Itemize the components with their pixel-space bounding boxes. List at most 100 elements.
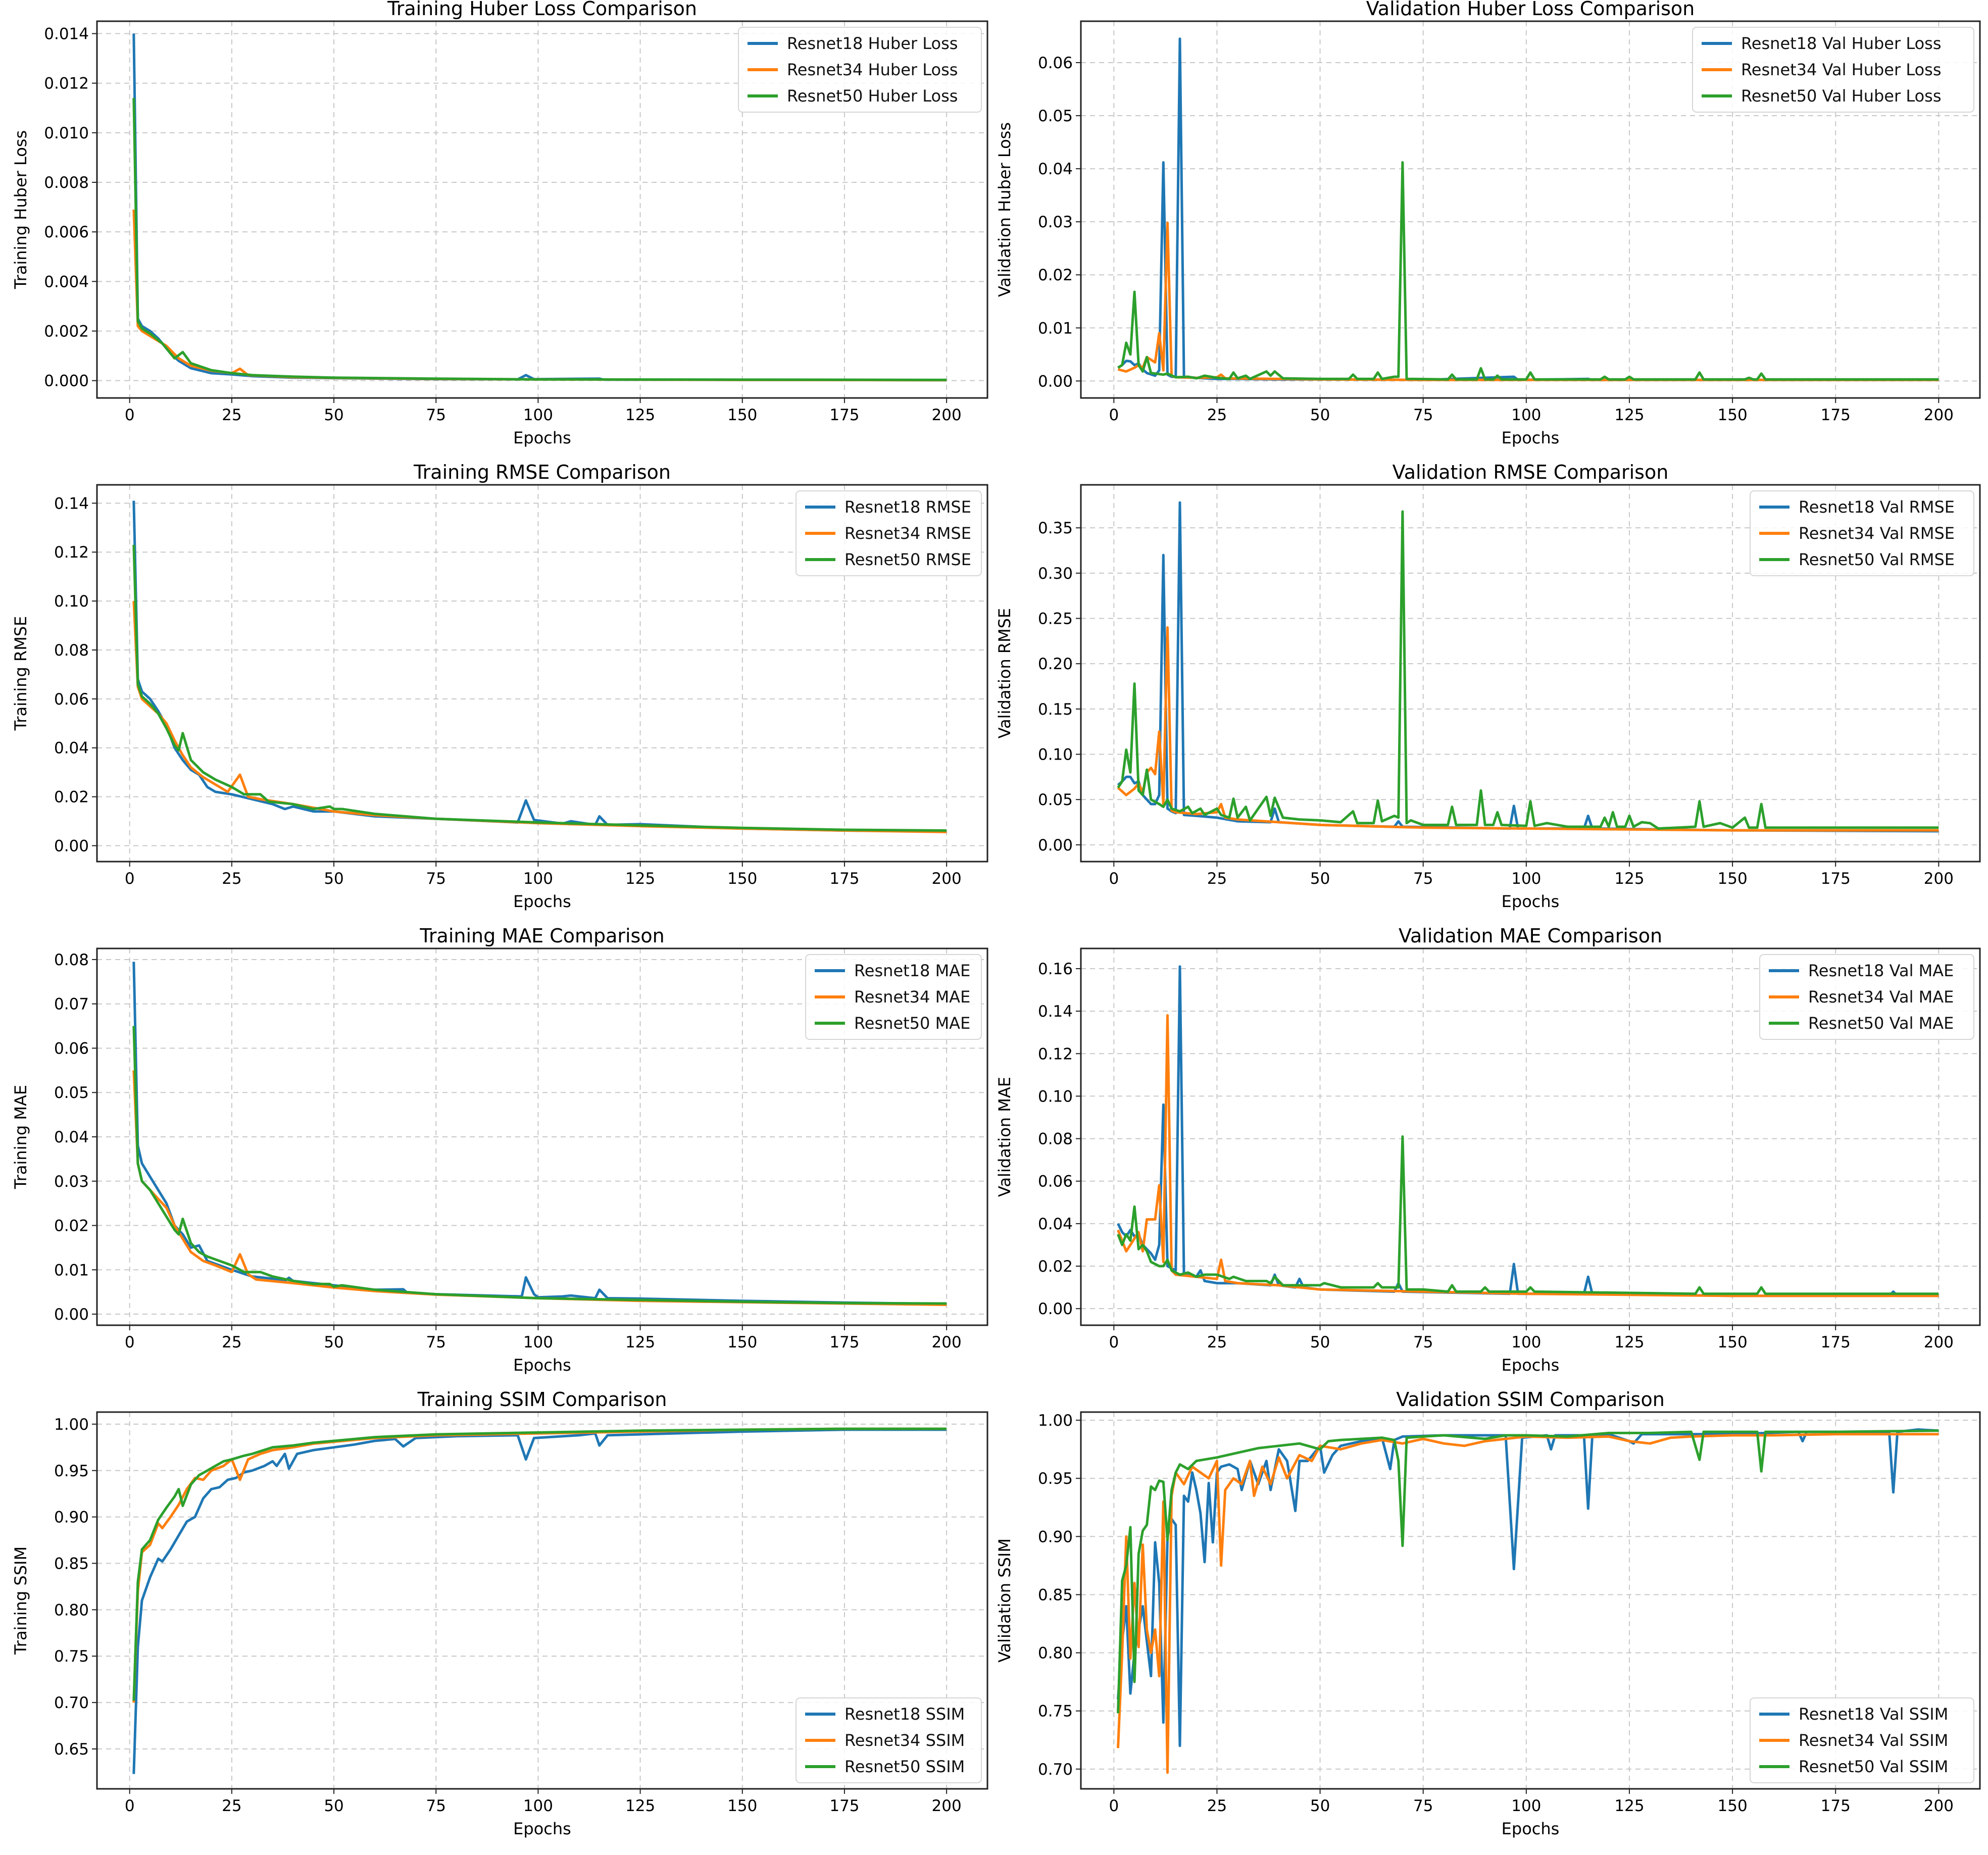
line-resnet34 [1117, 1433, 1939, 1774]
x-tick-label: 150 [1718, 1333, 1748, 1351]
x-axis-label: Epochs [1502, 1819, 1560, 1838]
legend-label: Resnet50 SSIM [844, 1757, 965, 1776]
x-axis-label: Epochs [1502, 1356, 1560, 1375]
y-tick-label: 1.00 [54, 1416, 89, 1434]
subplot-val-ssim: Validation SSIM Comparison 0 25 50 75 100 125 1… [994, 1391, 1988, 1854]
x-axis-label: Epochs [1502, 892, 1560, 911]
legend-label: Resnet18 Val Huber Loss [1741, 34, 1942, 53]
line-resnet34 [132, 600, 947, 833]
y-axis-label: Validation Huber Loss [995, 122, 1014, 297]
legend-label: Resnet50 Val SSIM [1799, 1757, 1948, 1776]
x-tick-label: 200 [1924, 1333, 1954, 1351]
y-tick-label: 0.05 [1038, 107, 1073, 125]
legend-label: Resnet50 Val Huber Loss [1741, 86, 1942, 106]
x-tick-label: 25 [222, 406, 241, 424]
x-tick-label: 200 [932, 1797, 962, 1815]
x-tick-label: 175 [1821, 870, 1851, 888]
x-tick-label: 100 [523, 870, 553, 888]
chart-title: Training SSIM Comparison [417, 1391, 667, 1411]
x-tick-label: 75 [426, 1797, 446, 1815]
x-tick-label: 200 [932, 1333, 962, 1351]
x-tick-label: 75 [1413, 1797, 1433, 1815]
x-tick-label: 100 [1511, 1333, 1541, 1351]
legend-label: Resnet50 Huber Loss [787, 86, 958, 106]
legend-label: Resnet18 Huber Loss [787, 34, 958, 53]
chart-title: Training Huber Loss Comparison [387, 0, 697, 20]
y-tick-label: 0.85 [54, 1555, 89, 1573]
legend-label: Resnet34 MAE [854, 987, 970, 1007]
x-axis-label: Epochs [513, 428, 571, 447]
x-tick-label: 100 [1511, 870, 1541, 888]
y-tick-label: 0.75 [1038, 1702, 1073, 1721]
y-tick-label: 0.05 [54, 1084, 89, 1102]
x-tick-label: 125 [625, 406, 655, 424]
y-tick-label: 0.14 [54, 494, 89, 513]
series-group [1117, 965, 1939, 1297]
y-tick-label: 0.04 [54, 739, 89, 758]
y-tick-label: 0.12 [54, 543, 89, 562]
x-tick-label: 175 [829, 1797, 859, 1815]
y-tick-label: 0.75 [54, 1647, 89, 1666]
y-axis-label: Validation MAE [995, 1077, 1014, 1197]
line-resnet18 [132, 1428, 947, 1774]
series-group [132, 962, 947, 1307]
y-tick-label: 0.95 [54, 1462, 89, 1480]
y-tick-label: 0.04 [54, 1128, 89, 1146]
line-resnet50 [1117, 1429, 1939, 1714]
y-tick-label: 0.03 [1038, 213, 1073, 231]
y-tick-label: 0.80 [54, 1601, 89, 1619]
x-tick-label: 50 [1310, 406, 1330, 424]
legend: Resnet18 MAE Resnet34 MAE Resnet50 MAE [805, 954, 982, 1040]
y-tick-label: 0.06 [54, 690, 89, 709]
x-tick-label: 25 [222, 870, 241, 888]
y-tick-label: 0.20 [1038, 655, 1073, 673]
y-tick-label: 0.95 [1038, 1470, 1073, 1488]
y-tick-label: 0.08 [54, 951, 89, 969]
x-tick-label: 50 [1310, 1797, 1330, 1815]
y-tick-label: 0.006 [44, 223, 89, 241]
y-tick-label: 0.90 [54, 1509, 89, 1527]
x-tick-label: 150 [727, 1333, 757, 1351]
legend-label: Resnet34 Val MAE [1808, 987, 1954, 1007]
subplot-train-mae: Training MAE Comparison 0 25 50 75 100 125 150 1… [0, 927, 994, 1391]
x-tick-label: 125 [625, 870, 655, 888]
x-tick-label: 175 [1821, 1797, 1851, 1815]
legend-label: Resnet34 SSIM [844, 1731, 965, 1750]
y-tick-label: 0.04 [1038, 1215, 1073, 1233]
series-group [132, 33, 947, 382]
y-tick-label: 0.16 [1038, 960, 1073, 978]
x-tick-label: 50 [324, 1797, 343, 1815]
x-tick-label: 0 [1109, 870, 1119, 888]
legend: Resnet18 Val MAE Resnet34 Val MAE Resnet50… [1759, 954, 1974, 1040]
y-tick-label: 0.07 [54, 995, 89, 1014]
x-tick-label: 0 [1109, 406, 1119, 424]
x-tick-label: 25 [1207, 1333, 1227, 1351]
line-resnet34 [1117, 221, 1939, 381]
chart-title: Training MAE Comparison [419, 927, 664, 947]
subplot-train-huber: Training Huber Loss Comparison 0 25 50 75 100… [0, 0, 994, 464]
y-tick-label: 0.10 [1038, 745, 1073, 764]
y-tick-label: 0.12 [1038, 1045, 1073, 1063]
legend-label: Resnet34 Val RMSE [1799, 524, 1955, 543]
y-axis-label: Training MAE [11, 1085, 30, 1189]
x-tick-label: 0 [125, 1797, 135, 1815]
line-resnet34 [132, 209, 947, 382]
series-group [1117, 501, 1939, 833]
x-tick-label: 25 [222, 1333, 241, 1351]
y-tick-label: 0.05 [1038, 791, 1073, 809]
y-tick-label: 0.70 [1038, 1761, 1073, 1779]
axes-frame [96, 484, 988, 863]
x-tick-label: 75 [426, 1333, 446, 1351]
axes-frame [1080, 20, 1981, 399]
legend: Resnet18 SSIM Resnet34 SSIM Resnet50 SSIM [796, 1697, 982, 1783]
x-axis-label: Epochs [513, 1356, 571, 1375]
x-tick-label: 25 [1207, 870, 1227, 888]
series-group [132, 1427, 947, 1774]
y-tick-label: 0.01 [1038, 319, 1073, 337]
x-tick-label: 125 [625, 1333, 655, 1351]
line-resnet50 [132, 1427, 947, 1701]
y-axis-label: Validation RMSE [995, 608, 1014, 739]
y-tick-label: 0.02 [1038, 1258, 1073, 1276]
legend-label: Resnet50 RMSE [844, 550, 971, 569]
x-tick-label: 125 [1614, 870, 1644, 888]
